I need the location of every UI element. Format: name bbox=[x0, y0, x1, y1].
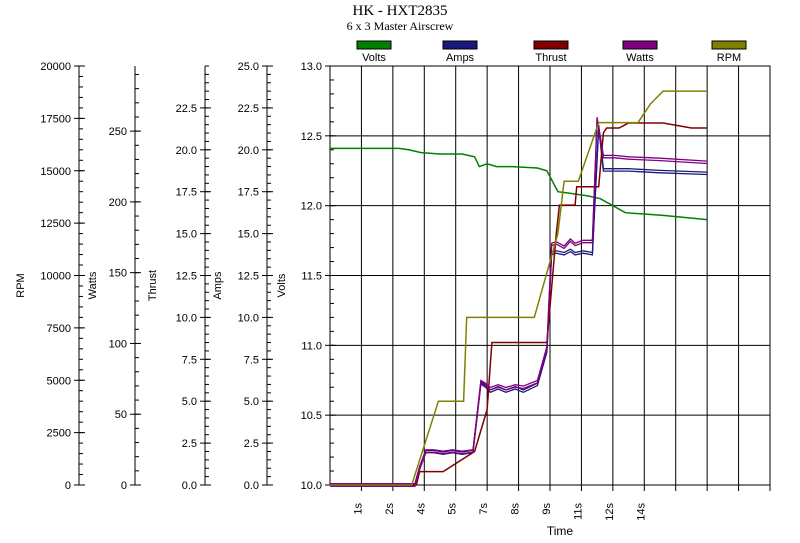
watts-tick-label: 50 bbox=[115, 409, 127, 421]
amps-tick-label: 7.5 bbox=[244, 354, 259, 366]
volts-tick-label: 10.5 bbox=[301, 410, 322, 422]
rpm-tick-label: 17500 bbox=[40, 113, 71, 125]
series-line-thrust bbox=[330, 122, 708, 486]
x-tick-label: 8s bbox=[510, 503, 522, 515]
rpm-axis-label: RPM bbox=[15, 273, 27, 297]
volts-tick-label: 12.0 bbox=[301, 201, 322, 213]
volts-tick-label: 11.5 bbox=[301, 271, 322, 283]
amps-tick-label: 25.0 bbox=[238, 61, 259, 73]
x-tick-label: 12s bbox=[604, 503, 616, 521]
rpm-tick-label: 20000 bbox=[40, 61, 71, 73]
volts-tick-label: 12.5 bbox=[301, 131, 322, 143]
series-line-rpm bbox=[330, 90, 708, 486]
amps-tick-label: 5.0 bbox=[244, 396, 259, 408]
rpm-tick-label: 0 bbox=[65, 480, 71, 492]
series-line-watts-outline bbox=[330, 119, 708, 487]
watts-tick-label: 100 bbox=[109, 338, 127, 350]
amps-tick-label: 20.0 bbox=[238, 145, 259, 157]
rpm-tick-label: 5000 bbox=[47, 375, 71, 387]
thrust-tick-label: 12.5 bbox=[176, 271, 197, 283]
x-tick-label: 9s bbox=[541, 503, 553, 515]
legend-label-amps: Amps bbox=[446, 52, 475, 64]
x-tick-label: 5s bbox=[447, 503, 459, 515]
series-line-volts bbox=[330, 147, 708, 221]
thrust-tick-label: 15.0 bbox=[176, 229, 197, 241]
x-axis-label: Time bbox=[547, 524, 574, 538]
thrust-tick-label: 17.5 bbox=[176, 187, 197, 199]
thrust-tick-label: 0.0 bbox=[182, 480, 197, 492]
watts-axis-label: Watts bbox=[87, 271, 99, 299]
amps-tick-label: 12.5 bbox=[238, 271, 259, 283]
x-tick-label: 4s bbox=[415, 503, 427, 515]
legend-swatch-amps bbox=[442, 40, 478, 50]
legend-label-watts: Watts bbox=[626, 52, 654, 64]
watts-tick-label: 250 bbox=[109, 126, 127, 138]
series-line-watts bbox=[330, 117, 708, 485]
amps-tick-label: 17.5 bbox=[238, 187, 259, 199]
x-tick-label: 2s bbox=[384, 503, 396, 515]
thrust-tick-label: 5.0 bbox=[182, 396, 197, 408]
legend-swatch-watts bbox=[622, 40, 658, 50]
rpm-tick-label: 12500 bbox=[40, 218, 71, 230]
volts-tick-label: 11.0 bbox=[301, 340, 322, 352]
thrust-tick-label: 2.5 bbox=[182, 438, 197, 450]
volts-tick-label: 13.0 bbox=[301, 61, 322, 73]
rpm-tick-label: 15000 bbox=[40, 166, 71, 178]
rpm-tick-label: 2500 bbox=[47, 428, 71, 440]
x-tick-label: 14s bbox=[635, 503, 647, 521]
amps-tick-label: 10.0 bbox=[238, 312, 259, 324]
thrust-axis-label: Thrust bbox=[147, 270, 159, 301]
rpm-tick-label: 7500 bbox=[47, 323, 71, 335]
chart-subtitle: 6 x 3 Master Airscrew bbox=[346, 19, 454, 33]
thrust-tick-label: 7.5 bbox=[182, 354, 197, 366]
volts-tick-label: 10.0 bbox=[301, 480, 322, 492]
legend-swatch-rpm bbox=[711, 40, 747, 50]
thrust-tick-label: 20.0 bbox=[176, 145, 197, 157]
legend-label-rpm: RPM bbox=[717, 52, 741, 64]
amps-tick-label: 0.0 bbox=[244, 480, 259, 492]
legend-swatch-volts bbox=[356, 40, 392, 50]
legend-label-thrust: Thrust bbox=[535, 52, 566, 64]
x-tick-label: 11s bbox=[572, 503, 584, 520]
legend-swatch-thrust bbox=[533, 40, 569, 50]
volts-axis-label: Volts bbox=[276, 273, 288, 297]
watts-tick-label: 200 bbox=[109, 197, 127, 209]
watts-tick-label: 0 bbox=[121, 480, 127, 492]
rpm-tick-label: 10000 bbox=[40, 271, 71, 283]
legend-label-volts: Volts bbox=[362, 52, 386, 64]
thrust-tick-label: 22.5 bbox=[176, 103, 197, 115]
thrust-tick-label: 10.0 bbox=[176, 312, 197, 324]
x-tick-label: 7s bbox=[478, 503, 490, 515]
amps-tick-label: 15.0 bbox=[238, 229, 259, 241]
amps-axis-label: Amps bbox=[212, 271, 224, 300]
amps-tick-label: 2.5 bbox=[244, 438, 259, 450]
watts-tick-label: 150 bbox=[109, 268, 127, 280]
chart-title: HK - HXT2835 bbox=[352, 3, 448, 19]
x-tick-label: 1s bbox=[352, 503, 364, 515]
amps-tick-label: 22.5 bbox=[238, 103, 259, 115]
